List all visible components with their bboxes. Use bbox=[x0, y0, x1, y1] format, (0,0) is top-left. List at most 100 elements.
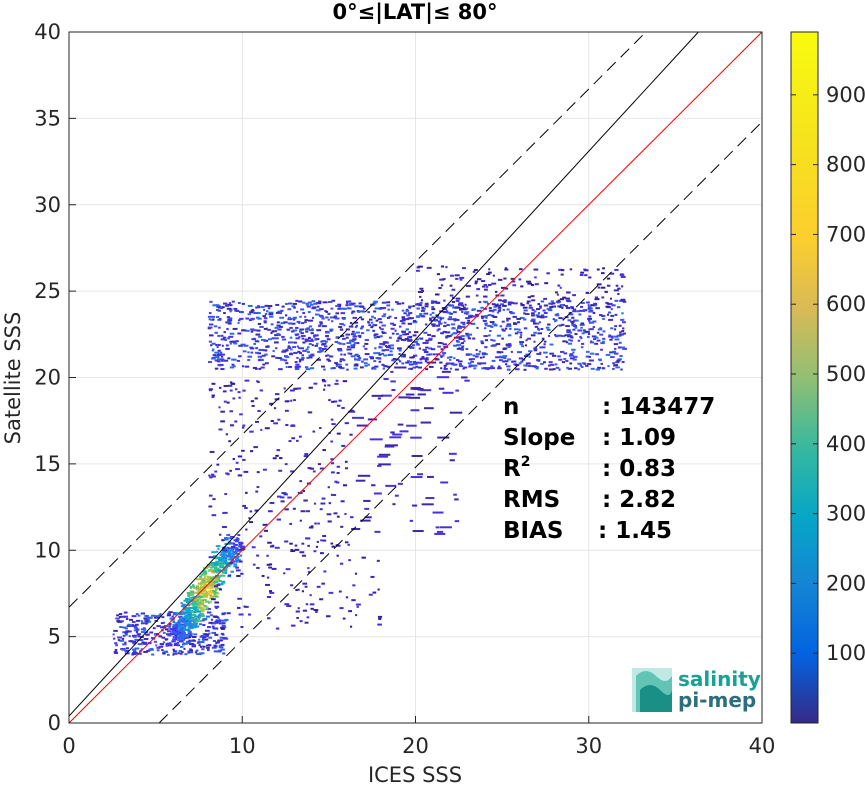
density-cell bbox=[118, 613, 123, 616]
density-cell bbox=[620, 318, 625, 321]
density-cell bbox=[322, 449, 326, 452]
density-cell bbox=[567, 367, 573, 370]
density-cell bbox=[523, 309, 528, 312]
density-cell bbox=[281, 338, 287, 341]
density-cell bbox=[212, 583, 218, 586]
density-cell bbox=[300, 308, 305, 311]
density-cell bbox=[351, 599, 356, 602]
density-cell bbox=[514, 328, 519, 331]
density-cell bbox=[385, 484, 397, 487]
density-cell bbox=[483, 367, 496, 370]
density-cell bbox=[397, 358, 400, 361]
density-cell bbox=[401, 362, 405, 365]
density-cell bbox=[178, 626, 181, 629]
density-cell bbox=[309, 594, 312, 597]
density-cell bbox=[331, 494, 337, 497]
density-cell bbox=[263, 529, 269, 532]
density-cell bbox=[497, 310, 501, 313]
density-cell bbox=[122, 631, 126, 634]
density-cell bbox=[400, 338, 405, 341]
density-cell bbox=[277, 356, 282, 359]
density-cell bbox=[240, 572, 244, 575]
density-cell bbox=[164, 628, 169, 631]
density-cell bbox=[356, 342, 360, 345]
density-cell bbox=[614, 347, 617, 350]
density-cell bbox=[596, 268, 600, 271]
density-cell bbox=[595, 353, 599, 356]
density-cell bbox=[181, 643, 186, 646]
density-cell bbox=[210, 563, 214, 566]
stat-name: R2 bbox=[503, 454, 530, 482]
density-cell bbox=[583, 268, 587, 271]
density-cell bbox=[420, 315, 426, 318]
density-cell bbox=[201, 614, 205, 617]
density-cell bbox=[336, 432, 341, 435]
density-cell bbox=[189, 619, 195, 622]
density-cell bbox=[480, 340, 484, 343]
density-cell bbox=[185, 610, 191, 613]
density-cell bbox=[322, 301, 328, 304]
density-cell bbox=[530, 319, 536, 322]
density-cell bbox=[604, 290, 608, 293]
density-cell bbox=[214, 631, 217, 634]
density-cell bbox=[428, 365, 434, 368]
density-cell bbox=[531, 309, 535, 312]
density-cell bbox=[174, 650, 178, 653]
density-cell bbox=[335, 365, 338, 368]
density-cell bbox=[566, 291, 571, 294]
density-cell bbox=[488, 268, 491, 271]
density-cell bbox=[374, 307, 379, 310]
density-cell bbox=[226, 307, 231, 310]
density-cell bbox=[549, 363, 555, 366]
density-cell bbox=[426, 361, 437, 364]
density-cell bbox=[186, 600, 192, 603]
density-cell bbox=[345, 336, 349, 339]
density-cell bbox=[184, 615, 189, 618]
colorbar bbox=[790, 31, 819, 724]
density-cell bbox=[596, 339, 601, 342]
density-cell bbox=[186, 623, 192, 626]
density-cell bbox=[548, 368, 554, 371]
density-cell bbox=[194, 606, 198, 609]
density-cell bbox=[383, 354, 388, 357]
density-cell bbox=[364, 342, 369, 345]
density-cell bbox=[571, 307, 574, 310]
density-cell bbox=[202, 573, 207, 576]
density-cell bbox=[616, 334, 622, 337]
density-cell bbox=[223, 359, 229, 362]
density-cell bbox=[549, 306, 553, 309]
density-cell bbox=[142, 642, 148, 645]
density-cell bbox=[123, 611, 128, 614]
density-cell bbox=[337, 303, 342, 306]
density-cell bbox=[502, 308, 506, 311]
density-cell bbox=[428, 337, 433, 340]
density-cell bbox=[590, 304, 595, 307]
density-cell bbox=[227, 564, 231, 567]
density-cell bbox=[319, 427, 322, 430]
density-cell bbox=[331, 423, 336, 426]
density-cell bbox=[569, 268, 573, 271]
density-cell bbox=[376, 352, 381, 355]
density-cell bbox=[514, 364, 520, 367]
density-cell bbox=[198, 644, 201, 647]
density-cell bbox=[216, 584, 221, 587]
density-cell bbox=[305, 368, 311, 371]
density-cell bbox=[596, 331, 600, 334]
density-cell bbox=[441, 351, 445, 354]
density-cell bbox=[567, 319, 572, 322]
density-cell bbox=[348, 559, 351, 562]
density-cell bbox=[354, 326, 358, 329]
density-cell bbox=[390, 370, 394, 373]
density-cell bbox=[537, 332, 543, 335]
density-cell bbox=[281, 335, 285, 338]
density-cell bbox=[192, 586, 196, 589]
density-cell bbox=[194, 620, 200, 623]
density-cell bbox=[557, 284, 561, 287]
density-cell bbox=[236, 559, 241, 562]
density-cell bbox=[312, 306, 317, 309]
density-cell bbox=[149, 631, 154, 634]
density-cell bbox=[401, 330, 407, 333]
density-cell bbox=[218, 406, 221, 409]
density-cell bbox=[442, 343, 448, 346]
density-cell bbox=[213, 645, 218, 648]
